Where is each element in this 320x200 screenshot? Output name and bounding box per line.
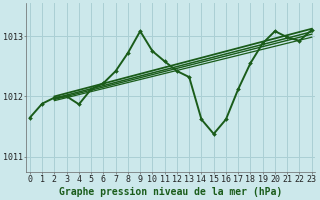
X-axis label: Graphe pression niveau de la mer (hPa): Graphe pression niveau de la mer (hPa) (59, 187, 283, 197)
